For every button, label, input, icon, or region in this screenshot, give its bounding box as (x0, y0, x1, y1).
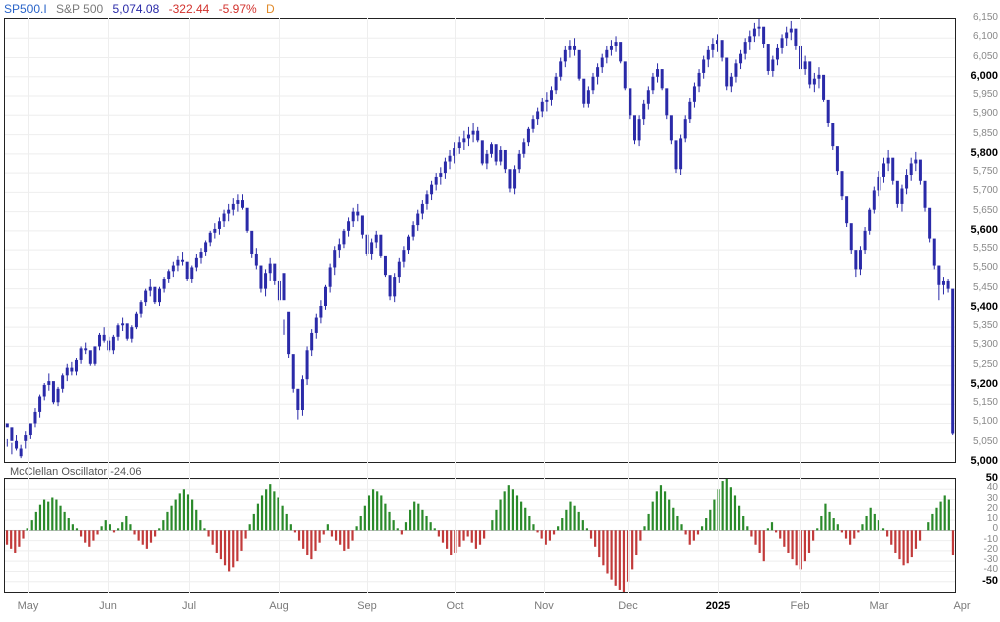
period-label: D (266, 2, 275, 16)
grid-vertical (455, 18, 456, 593)
ytick-label: -40 (984, 565, 998, 575)
ytick-label: 5,150 (973, 398, 998, 408)
ytick-label: -10 (984, 535, 998, 545)
change-abs: -322.44 (169, 2, 210, 16)
xtick-label: Apr (953, 600, 970, 612)
change-pct: -5.97% (219, 2, 257, 16)
grid-vertical (628, 18, 629, 593)
xtick-label: Mar (870, 600, 889, 612)
xtick-label: 2025 (706, 600, 730, 612)
ytick-label: 5,050 (973, 437, 998, 447)
price-panel[interactable] (4, 18, 956, 463)
ytick-label: 5,900 (973, 109, 998, 119)
oscillator-panel[interactable] (4, 478, 956, 593)
oscillator-value: -24.06 (110, 466, 141, 478)
xtick-label: Oct (446, 600, 463, 612)
ytick-label: 5,500 (973, 263, 998, 273)
xtick-label: Jun (99, 600, 117, 612)
ytick-label: 5,600 (970, 225, 998, 235)
ytick-label: 50 (986, 473, 998, 483)
xaxis: MayJunJulAugSepOctNovDec2025FebMarApr (4, 596, 956, 616)
ytick-label: 5,000 (970, 456, 998, 466)
xtick-label: May (18, 600, 39, 612)
ytick-label: 30 (987, 494, 998, 504)
grid-vertical (367, 18, 368, 593)
ytick-label: 5,750 (973, 167, 998, 177)
ytick-label: 5,550 (973, 244, 998, 254)
ytick-label: 5,850 (973, 129, 998, 139)
xtick-label: Jul (182, 600, 196, 612)
yaxis-price: 5,000 5,050 5,100 5,150 5,200 5,250 5,300 5,350… (958, 18, 998, 463)
xtick-label: Feb (791, 600, 810, 612)
price-chart (5, 19, 955, 462)
grid-vertical (879, 18, 880, 593)
oscillator-name: McClellan Oscillator (10, 466, 107, 478)
ytick-label: 40 (987, 483, 998, 493)
ytick-label: 5,350 (973, 321, 998, 331)
ytick-label: 6,100 (973, 32, 998, 42)
grid-vertical (108, 18, 109, 593)
ytick-label: 5,300 (973, 340, 998, 350)
grid-vertical (28, 18, 29, 593)
ytick-label: 5,250 (973, 360, 998, 370)
grid-vertical (189, 18, 190, 593)
root: SP500.I S&P 500 5,074.08 -322.44 -5.97% … (0, 0, 1000, 622)
symbol: SP500.I (4, 2, 47, 16)
xtick-label: Aug (269, 600, 289, 612)
ytick-label: 5,450 (973, 283, 998, 293)
grid-vertical (279, 18, 280, 593)
ytick-label: 5,650 (973, 206, 998, 216)
xtick-label: Nov (534, 600, 554, 612)
grid-vertical (718, 18, 719, 593)
grid-vertical (544, 18, 545, 593)
oscillator-chart (5, 479, 955, 592)
oscillator-label: McClellan Oscillator -24.06 (10, 466, 141, 478)
ytick-label: 0 (992, 524, 998, 534)
ytick-label: 6,150 (973, 13, 998, 23)
ytick-label: 5,400 (970, 302, 998, 312)
ytick-label: 10 (987, 514, 998, 524)
ytick-label: 6,050 (973, 52, 998, 62)
ytick-label: 5,700 (973, 186, 998, 196)
ytick-label: 6,000 (970, 71, 998, 81)
ytick-label: 5,950 (973, 90, 998, 100)
yaxis-oscillator: -50-40-30-20-1001020304050 (958, 478, 998, 593)
ytick-label: 5,800 (970, 148, 998, 158)
ytick-label: -50 (982, 576, 998, 586)
last-price: 5,074.08 (113, 2, 160, 16)
xtick-label: Sep (357, 600, 377, 612)
ytick-label: 5,100 (973, 417, 998, 427)
ytick-label: 20 (987, 504, 998, 514)
ytick-label: 5,200 (970, 379, 998, 389)
instrument-name: S&P 500 (56, 2, 103, 16)
ytick-label: -20 (984, 545, 998, 555)
xtick-label: Dec (618, 600, 638, 612)
header: SP500.I S&P 500 5,074.08 -322.44 -5.97% … (4, 2, 281, 16)
grid-vertical (800, 18, 801, 593)
ytick-label: -30 (984, 555, 998, 565)
